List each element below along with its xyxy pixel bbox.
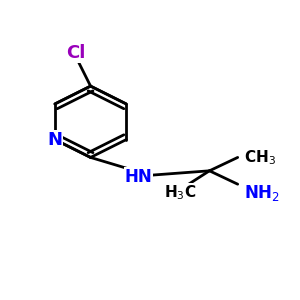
Text: CH$_3$: CH$_3$: [244, 148, 276, 167]
Text: HN: HN: [125, 168, 152, 186]
Text: Cl: Cl: [66, 44, 86, 62]
Text: NH$_2$: NH$_2$: [244, 183, 279, 203]
Text: H$_3$C: H$_3$C: [164, 184, 196, 202]
Text: N: N: [47, 130, 62, 148]
